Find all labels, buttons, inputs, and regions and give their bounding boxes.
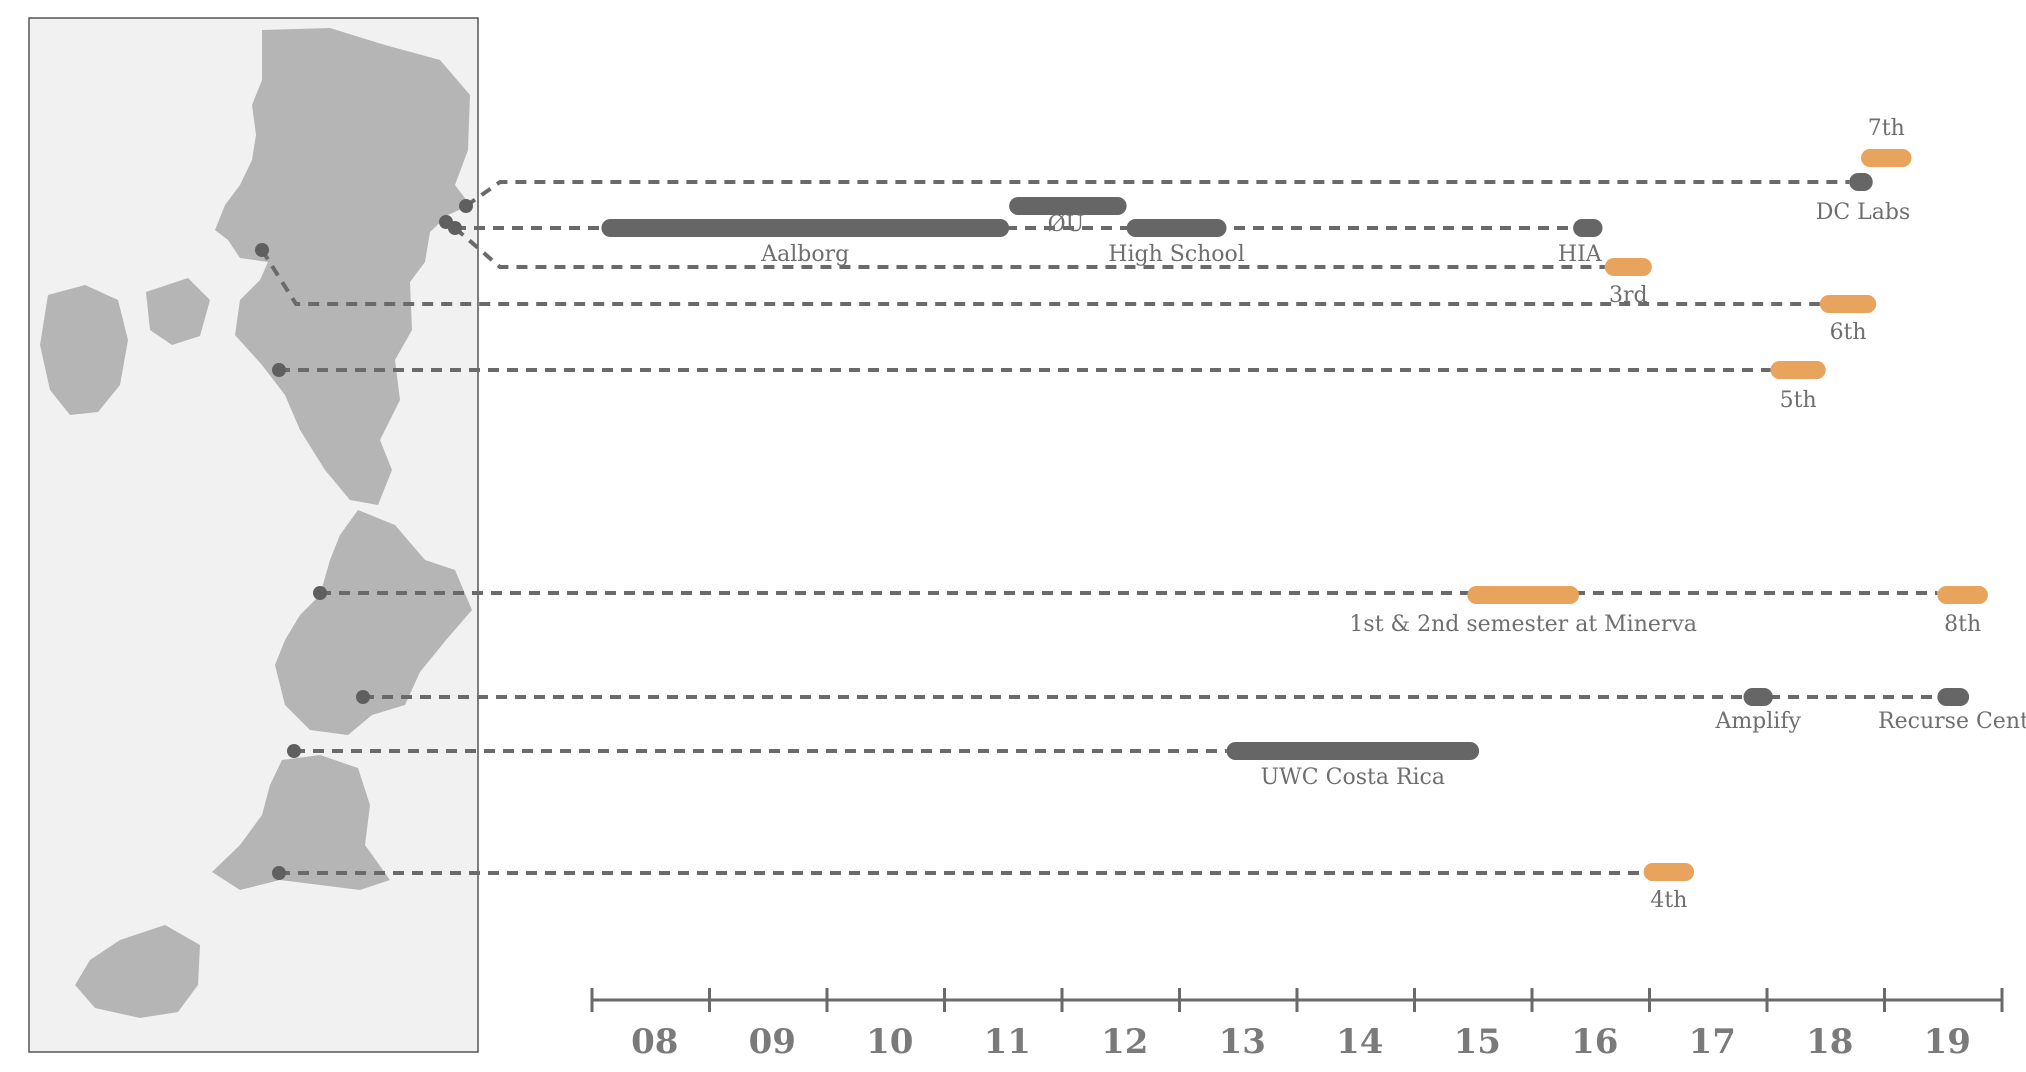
land-north-america <box>275 510 472 735</box>
year-label-14: 14 <box>1336 1022 1383 1062</box>
land-india <box>146 278 210 345</box>
connector-dclabs <box>464 180 1850 208</box>
timeline-labels: Aalborg ØU High School HIA DC Labs 7th 3rd 6th 5… <box>760 116 2026 913</box>
dot-buenos-aires <box>272 866 286 880</box>
land-asia <box>215 28 470 505</box>
year-label-13: 13 <box>1219 1022 1266 1062</box>
land-antarctica <box>75 925 200 1018</box>
year-label-10: 10 <box>866 1022 913 1062</box>
year-label-08: 08 <box>631 1022 678 1062</box>
world-map <box>28 17 479 1053</box>
year-label-09: 09 <box>749 1022 796 1062</box>
label-dc-labs: DC Labs <box>1816 200 1911 225</box>
land-south-america <box>212 755 390 890</box>
dot-denmark-a <box>459 199 473 213</box>
label-6th: 6th <box>1830 320 1867 345</box>
label-aalborg: Aalborg <box>760 242 849 267</box>
label-hia: HIA <box>1558 242 1603 267</box>
land-europe-north <box>300 155 398 230</box>
label-ou: ØU <box>1048 212 1085 237</box>
label-7th: 7th <box>1868 116 1905 141</box>
label-8th: 8th <box>1944 612 1981 637</box>
dot-norway <box>255 243 269 257</box>
year-axis: 08 09 10 11 12 13 14 15 16 17 18 19 <box>590 988 2004 1062</box>
label-recurse: Recurse Center <box>1878 709 2026 734</box>
label-minerva: 1st & 2nd semester at Minerva <box>1349 612 1697 637</box>
label-5th: 5th <box>1780 388 1817 413</box>
year-label-15: 15 <box>1454 1022 1501 1062</box>
connector-lines <box>260 180 1938 875</box>
location-dots <box>255 199 473 880</box>
label-4th: 4th <box>1650 888 1687 913</box>
connector-sixth <box>260 248 1820 306</box>
year-label-11: 11 <box>984 1022 1031 1062</box>
dot-denmark-c <box>448 221 462 235</box>
year-label-12: 12 <box>1101 1022 1148 1062</box>
dot-sf <box>313 586 327 600</box>
timeline-bars <box>601 149 1988 881</box>
dot-india <box>272 363 286 377</box>
year-label-17: 17 <box>1689 1022 1736 1062</box>
dot-costarica <box>287 744 301 758</box>
year-label-16: 16 <box>1571 1022 1618 1062</box>
label-amplify: Amplify <box>1714 709 1801 734</box>
year-label-19: 19 <box>1924 1022 1971 1062</box>
label-high-school: High School <box>1108 242 1245 267</box>
label-uwc: UWC Costa Rica <box>1261 765 1445 790</box>
connector-third <box>453 226 1605 269</box>
dot-nyc <box>356 690 370 704</box>
year-label-18: 18 <box>1806 1022 1853 1062</box>
label-3rd: 3rd <box>1609 283 1648 308</box>
land-africa <box>40 285 128 415</box>
